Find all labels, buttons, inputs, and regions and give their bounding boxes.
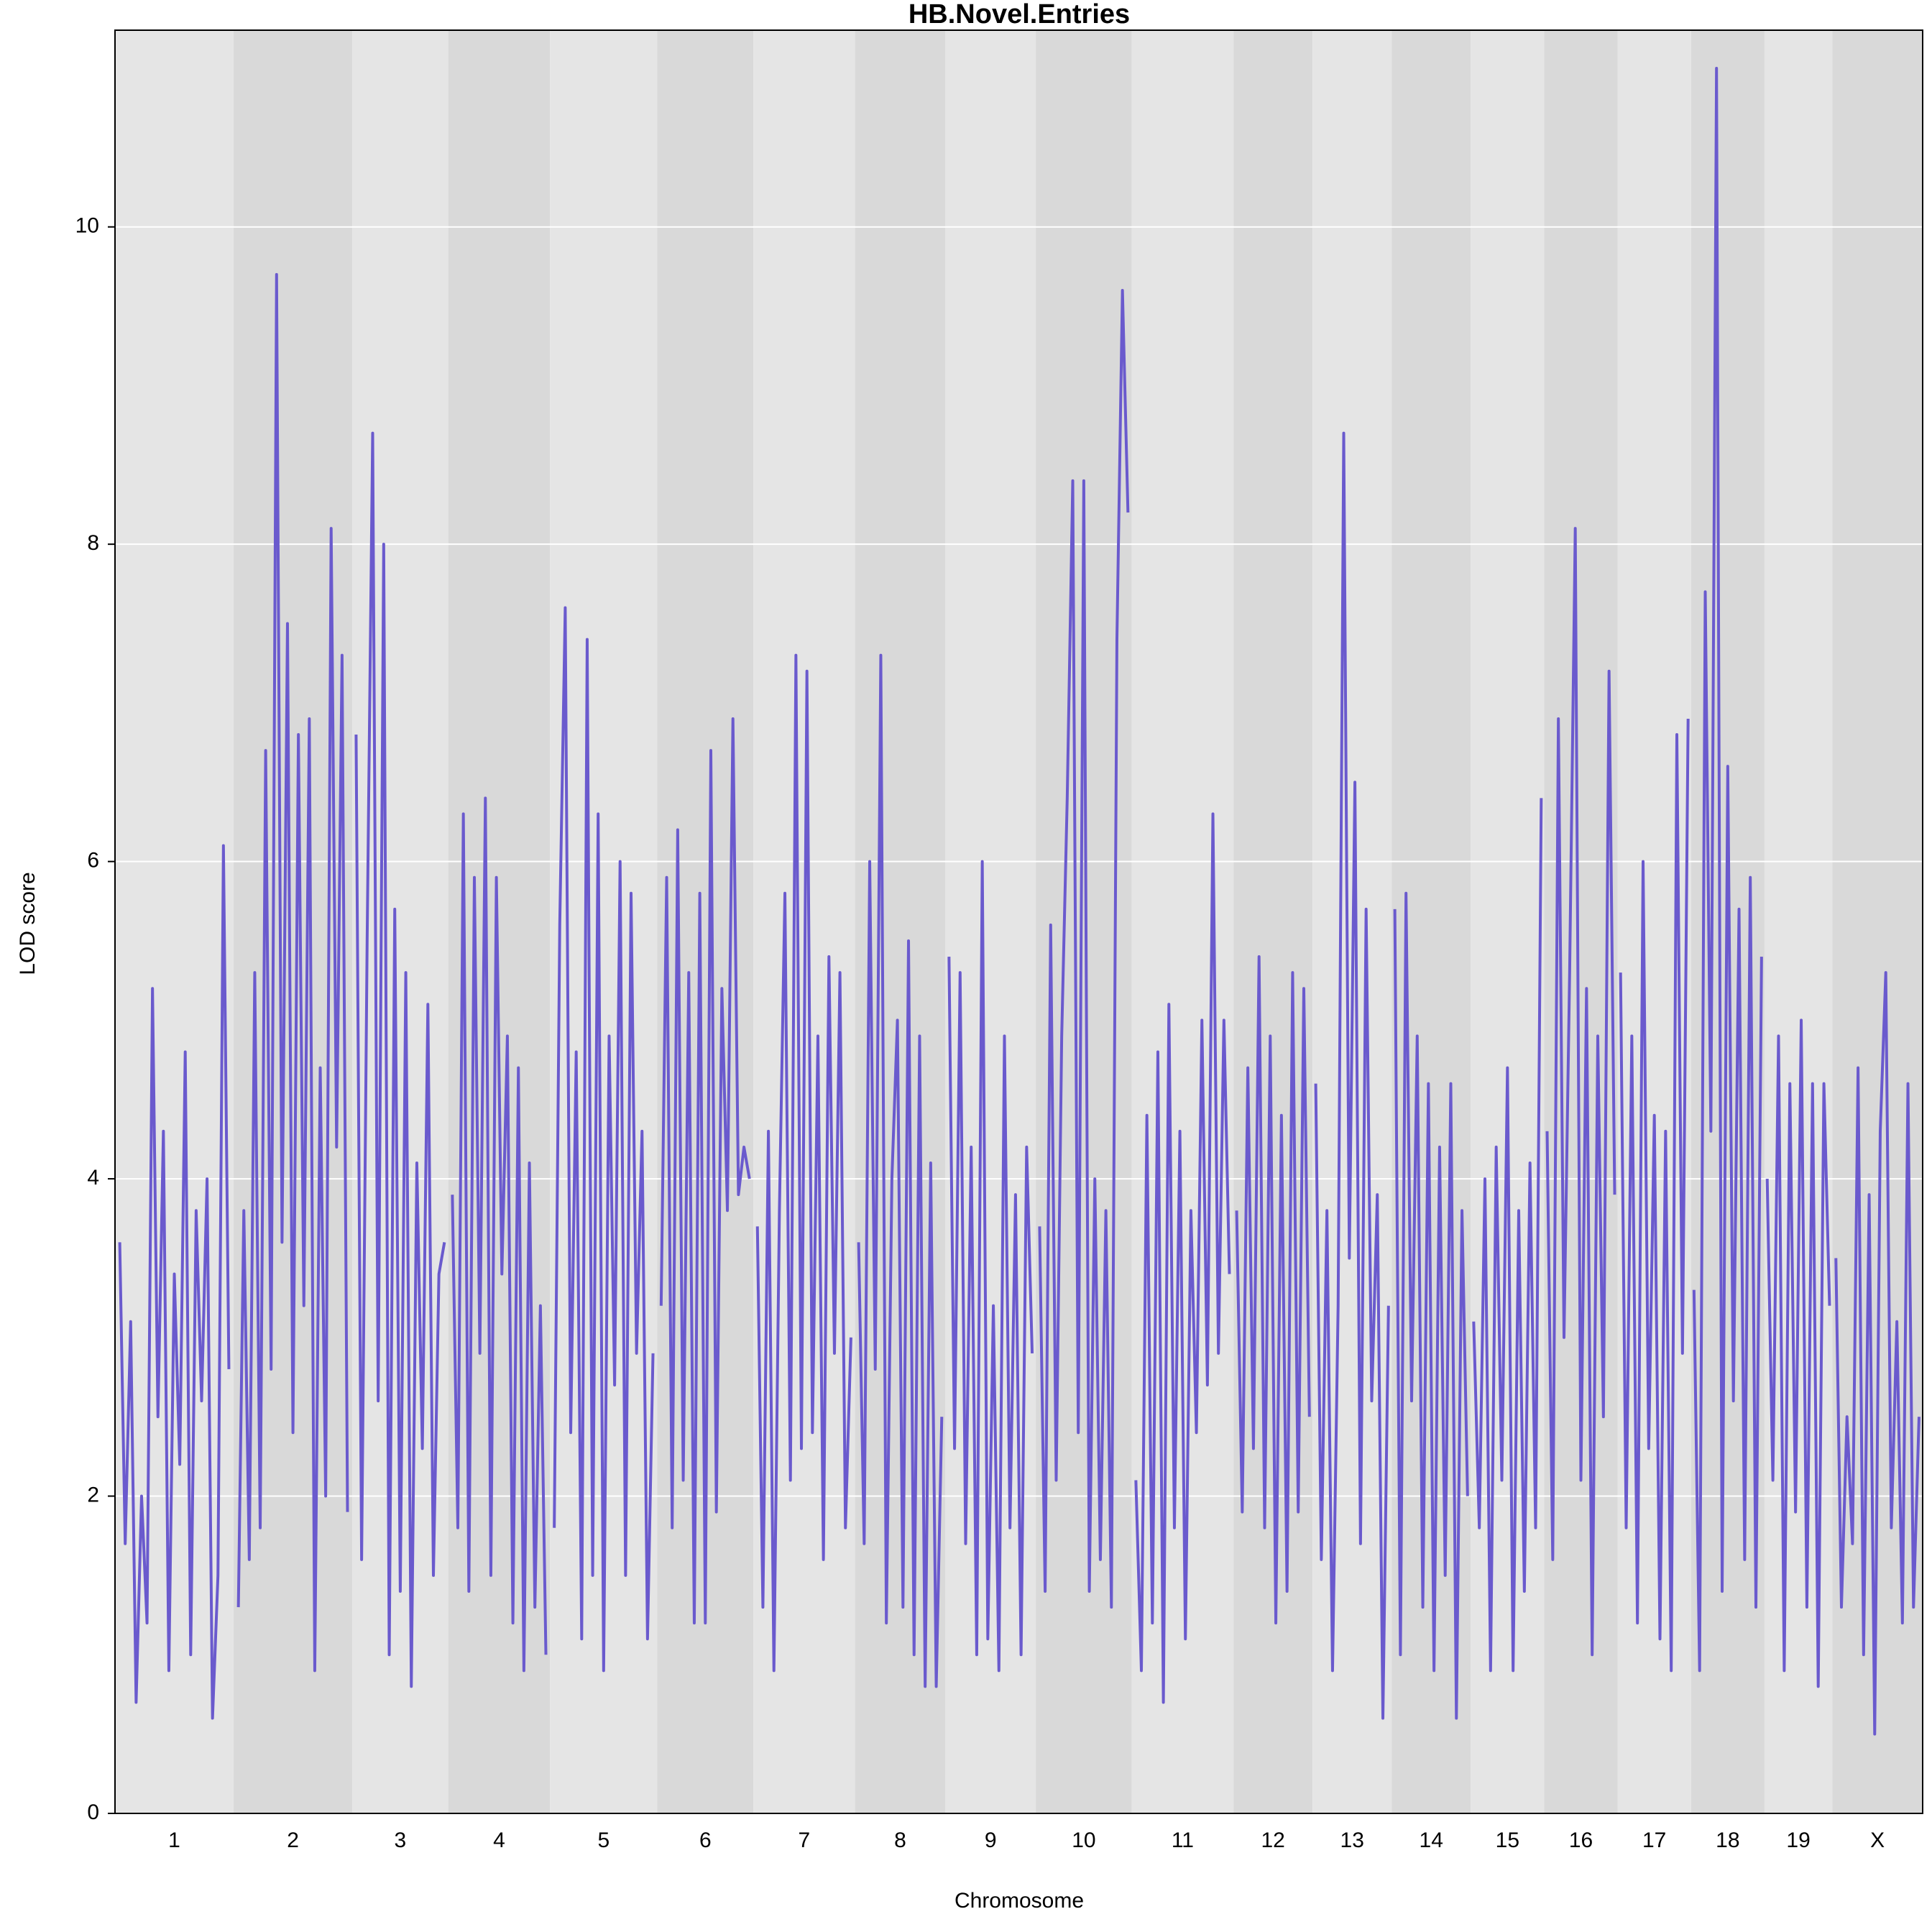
y-tick-label: 6 [87, 849, 99, 873]
x-tick-label: 12 [1261, 1828, 1284, 1852]
x-tick-label: 8 [894, 1828, 906, 1852]
x-tick-label: 15 [1496, 1828, 1519, 1852]
x-tick-label: 2 [287, 1828, 299, 1852]
chromosome-band [1617, 30, 1691, 1813]
y-tick-label: 0 [87, 1800, 99, 1824]
x-tick-label: 18 [1716, 1828, 1739, 1852]
chromosome-band [1131, 30, 1234, 1813]
x-tick-label: 9 [985, 1828, 997, 1852]
x-tick-label: 7 [799, 1828, 811, 1852]
lod-line [947, 860, 1034, 1673]
y-tick-label: 8 [87, 531, 99, 555]
lod-line [1314, 431, 1390, 1720]
x-tick-label: 1 [168, 1828, 180, 1852]
lod-line [1545, 527, 1616, 1657]
y-axis-label: LOD score [16, 872, 40, 975]
x-tick-label: 17 [1642, 1828, 1666, 1852]
x-tick-label: 16 [1569, 1828, 1593, 1852]
chromosome-band [234, 30, 353, 1813]
x-tick-label: 5 [597, 1828, 610, 1852]
lod-line [236, 272, 349, 1673]
x-tick-label: 19 [1786, 1828, 1810, 1852]
lod-line [1692, 66, 1763, 1673]
lod-line [857, 653, 944, 1688]
plot-frame [114, 29, 1923, 1814]
lod-line [1038, 288, 1130, 1609]
chromosome-band [1471, 30, 1545, 1813]
x-tick-label: 13 [1340, 1828, 1364, 1852]
x-tick-label: 6 [699, 1828, 712, 1852]
lod-line [659, 717, 751, 1625]
lod-line [1834, 971, 1920, 1736]
chromosome-band [1233, 30, 1313, 1813]
lod-line [354, 431, 446, 1688]
lod-line [755, 653, 852, 1673]
x-tick-label: 11 [1172, 1828, 1194, 1852]
lod-line [118, 844, 231, 1720]
chromosome-band [1764, 30, 1833, 1813]
y-tick-label: 10 [75, 214, 99, 238]
chart-title: HB.Novel.Entries [908, 0, 1130, 29]
lod-line [553, 606, 655, 1673]
x-tick-label: 3 [395, 1828, 407, 1852]
y-tick-label: 4 [87, 1166, 99, 1190]
lod-line [1393, 891, 1469, 1720]
lod-line [1619, 718, 1690, 1673]
x-tick-label: 4 [493, 1828, 505, 1852]
lod-line [451, 796, 548, 1673]
x-tick-label: X [1870, 1828, 1885, 1852]
lod-line [1134, 812, 1231, 1704]
lod-line [1472, 798, 1543, 1673]
x-axis-label: Chromosome [954, 1889, 1084, 1913]
lod-line [1765, 1018, 1831, 1688]
x-tick-label: 10 [1072, 1828, 1095, 1852]
chromosome-band [1036, 30, 1132, 1813]
y-tick-label: 2 [87, 1483, 99, 1506]
lod-line [1235, 955, 1311, 1625]
x-tick-label: 14 [1420, 1828, 1443, 1852]
